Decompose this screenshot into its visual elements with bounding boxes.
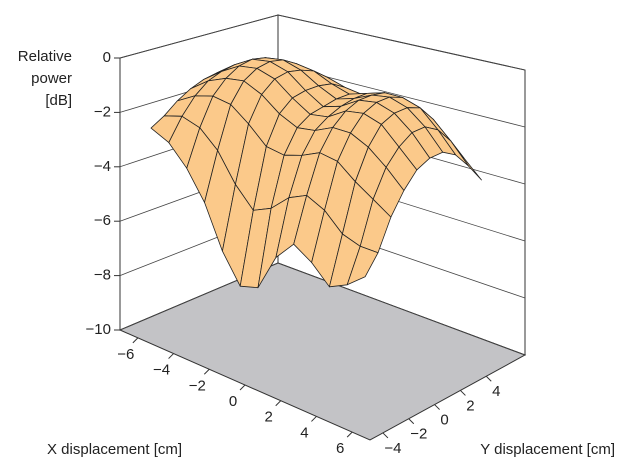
x-tick-label: 2 xyxy=(265,409,273,426)
z-tick-label: −4 xyxy=(94,158,111,175)
x-tick-label: −6 xyxy=(117,346,134,363)
z-axis-label: [dB] xyxy=(45,92,72,109)
y-axis-label: Y displacement [cm] xyxy=(480,441,615,458)
y-tick xyxy=(382,432,389,439)
x-tick xyxy=(132,337,139,344)
x-axis-label: X displacement [cm] xyxy=(47,441,182,458)
y-tick-label: 2 xyxy=(466,397,474,414)
z-tick-label: 0 xyxy=(103,49,111,66)
y-tick-label: 0 xyxy=(440,412,448,429)
x-tick xyxy=(203,368,210,375)
x-tick xyxy=(275,400,282,407)
z-axis-label: power xyxy=(31,70,72,87)
y-tick xyxy=(485,375,492,382)
y-tick-label: 4 xyxy=(492,383,500,400)
y-tick xyxy=(408,418,415,425)
x-tick-label: −4 xyxy=(153,362,170,379)
y-tick-label: −2 xyxy=(410,426,427,443)
y-tick xyxy=(460,390,466,396)
z-tick-label: −2 xyxy=(94,103,111,120)
z-tick-label: −6 xyxy=(94,212,111,229)
y-tick xyxy=(434,404,440,410)
z-tick-label: −10 xyxy=(86,321,111,338)
x-tick xyxy=(311,416,317,422)
x-tick-label: 6 xyxy=(336,440,344,457)
x-tick xyxy=(346,431,353,438)
x-tick-label: 4 xyxy=(300,424,308,441)
x-tick xyxy=(239,384,246,391)
x-tick xyxy=(168,353,174,359)
z-axis-label: Relative xyxy=(18,48,72,65)
grid-line xyxy=(119,14,526,71)
x-tick-label: 0 xyxy=(229,393,237,410)
surface xyxy=(150,57,482,289)
grid-line xyxy=(119,262,526,356)
z-tick-label: −8 xyxy=(94,267,111,284)
surface-patch xyxy=(346,245,379,286)
y-tick-label: −4 xyxy=(384,440,401,457)
x-tick-label: −2 xyxy=(189,377,206,394)
